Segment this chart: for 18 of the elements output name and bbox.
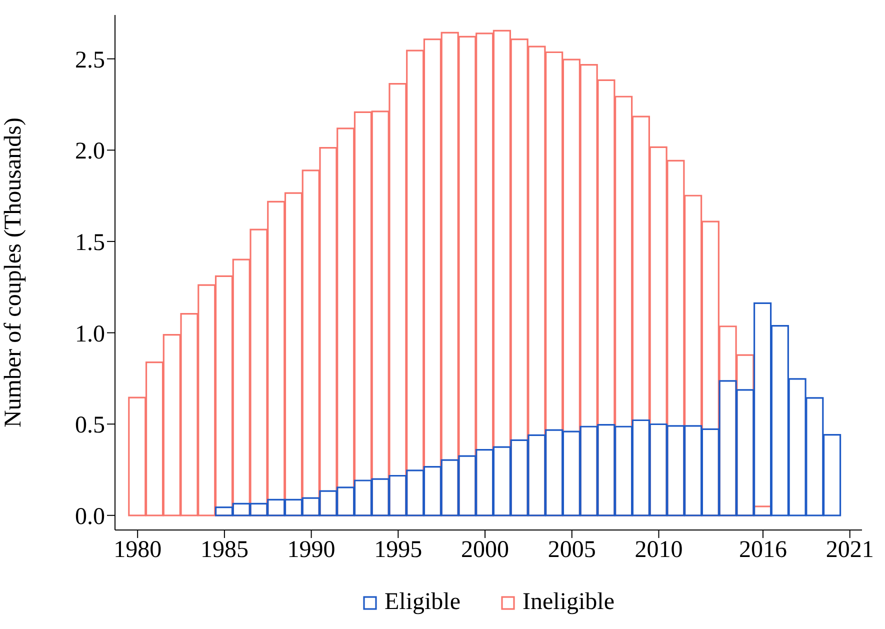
y-axis-title: Number of couples (Thousands) (0, 118, 27, 428)
y-tick-label: 0.5 (75, 412, 105, 439)
y-tick-label: 1.0 (75, 321, 105, 348)
y-tick-label: 0.0 (75, 504, 105, 530)
x-tick-label: 1990 (287, 537, 336, 564)
x-tick-label: 2016 (738, 537, 787, 564)
x-tick-label: 2010 (634, 537, 683, 564)
x-tick-label: 1985 (200, 537, 248, 564)
x-tick-label: 2021 (826, 537, 874, 564)
y-tick-label: 2.5 (75, 47, 105, 74)
x-tick-label: 1980 (114, 537, 162, 564)
x-tick-label: 2000 (461, 537, 510, 564)
y-tick-label: 1.5 (75, 230, 105, 256)
legend-label: Eligible (384, 589, 460, 616)
legend-label: Ineligible (522, 589, 614, 616)
x-tick-label: 2005 (548, 537, 596, 564)
x-tick-label: 1995 (374, 537, 422, 564)
y-tick-label: 2.0 (75, 138, 105, 165)
